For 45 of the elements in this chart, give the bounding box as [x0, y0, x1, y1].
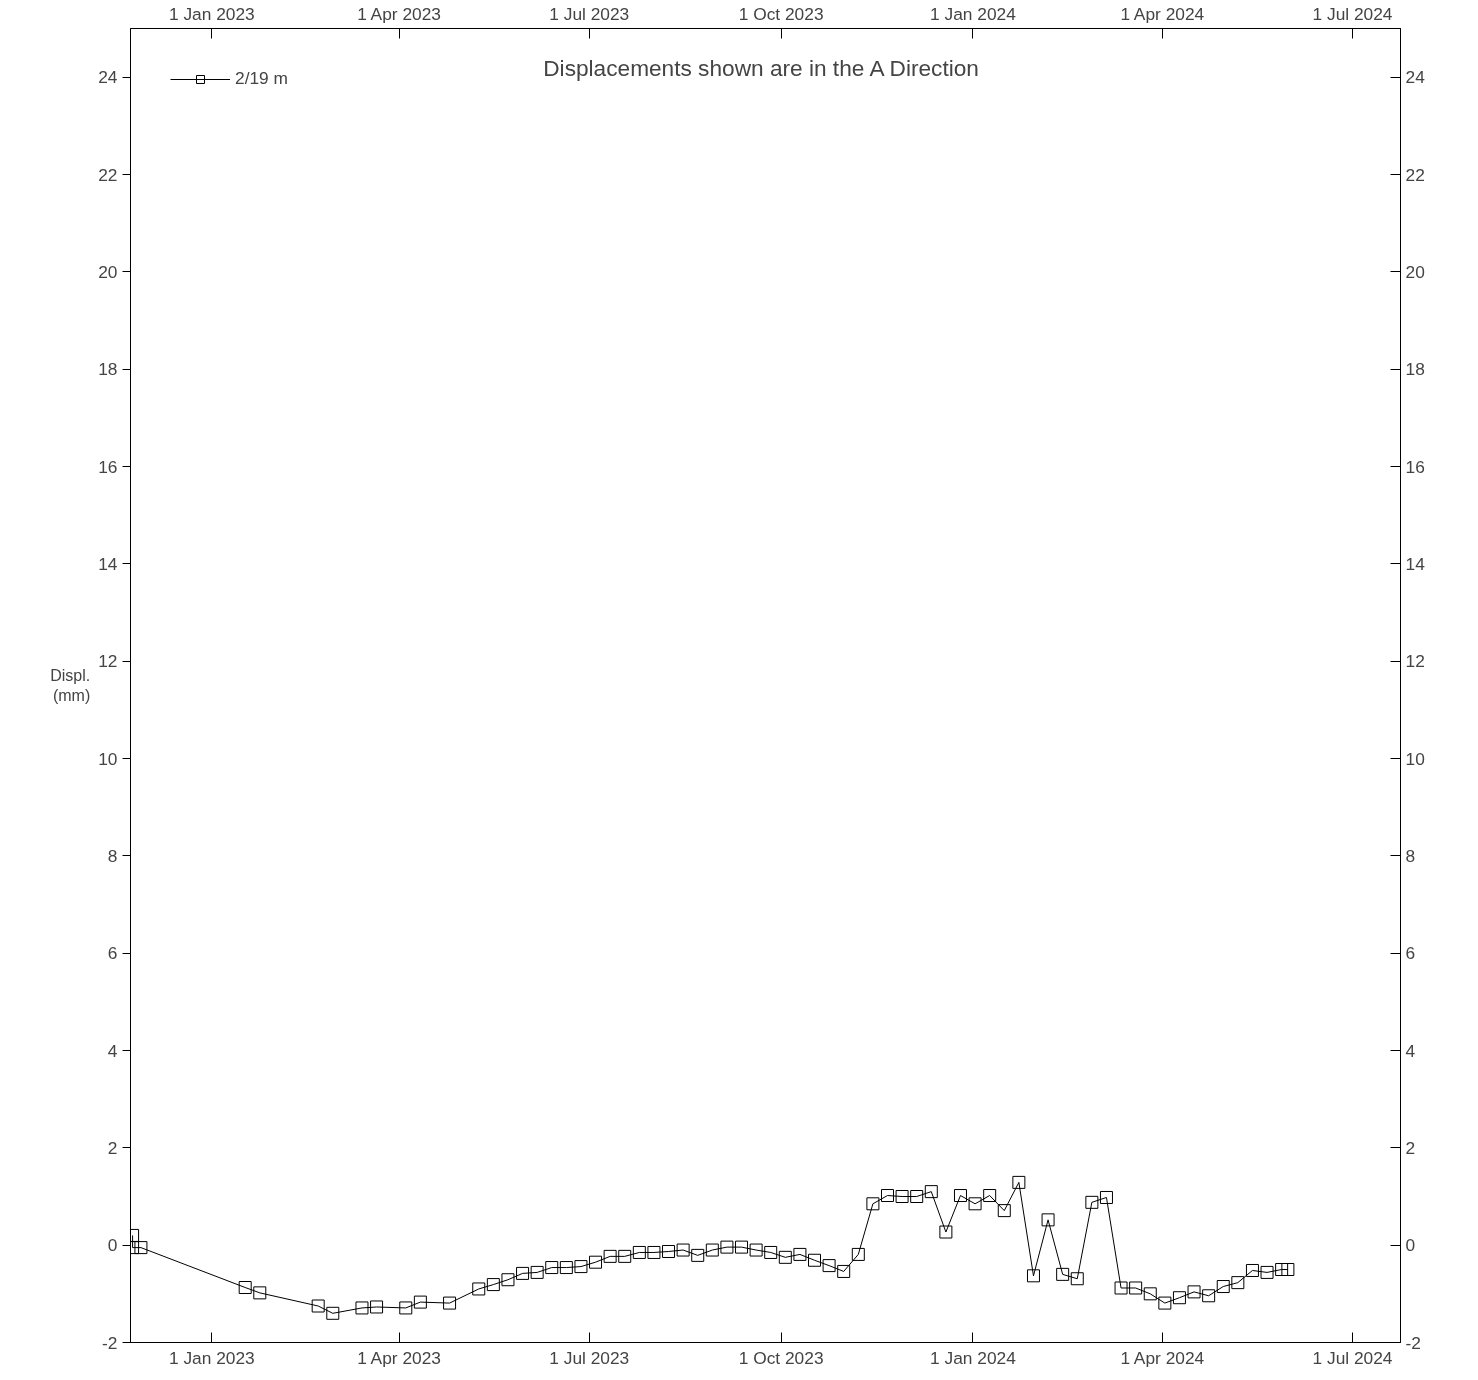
y2-tick-label: 20 [1405, 261, 1425, 282]
y2-tick-label: 2 [1405, 1137, 1416, 1158]
y2-tick-label: -2 [1405, 1332, 1421, 1353]
y-tick-label: 10 [98, 748, 118, 769]
y2-tick-label: 0 [1405, 1235, 1416, 1256]
y2-tick-label: 6 [1405, 943, 1416, 964]
y-tick-label: 14 [98, 553, 118, 574]
x2-tick-label: 1 Jan 2024 [930, 3, 1017, 24]
y-tick-label: 0 [107, 1235, 118, 1256]
x2-tick-label: 1 Apr 2023 [357, 3, 441, 24]
x-tick-label: 1 Apr 2023 [357, 1347, 441, 1368]
x2-tick-label: 1 Jul 2024 [1312, 3, 1393, 24]
y2-tick-label: 12 [1405, 651, 1425, 672]
x-tick-label: 1 Jul 2024 [1312, 1347, 1393, 1368]
x-tick-label: 1 Jan 2024 [930, 1347, 1017, 1368]
y2-tick-label: 4 [1405, 1040, 1416, 1061]
y-tick-label: 16 [98, 456, 118, 477]
text: Displacements shown are in the A Direction [543, 54, 979, 81]
y-tick-label: 8 [107, 845, 118, 866]
y-tick-label: 20 [98, 261, 118, 282]
y2-tick-label: 18 [1405, 359, 1425, 380]
x-tick-label: 1 Jan 2023 [168, 1347, 255, 1368]
x-tick-label: 1 Jul 2023 [549, 1347, 630, 1368]
x2-tick-label: 1 Jul 2023 [549, 3, 630, 24]
y2-tick-label: 16 [1405, 456, 1425, 477]
x-tick-label: 1 Oct 2023 [738, 1347, 824, 1368]
x-tick-label: 1 Apr 2024 [1120, 1347, 1205, 1368]
y-tick-label: 22 [98, 164, 118, 185]
y-axis-title: Displ. (mm) [50, 666, 91, 705]
y-tick-label: 2 [107, 1137, 118, 1158]
y-tick-label: 6 [107, 943, 118, 964]
x2-tick-label: 1 Jan 2023 [168, 3, 255, 24]
x2-tick-label: 1 Apr 2024 [1120, 3, 1205, 24]
x2-tick-label: 1 Oct 2023 [738, 3, 824, 24]
y2-tick-label: 10 [1405, 748, 1425, 769]
y-tick-label: 4 [107, 1040, 118, 1061]
y2-tick-label: 14 [1405, 553, 1426, 574]
legend-label: 2/19 m [235, 68, 288, 89]
y2-tick-label: 8 [1405, 845, 1416, 866]
y2-tick-label: 22 [1405, 164, 1425, 185]
y-tick-label: 24 [98, 67, 118, 88]
y-tick-label: 12 [98, 651, 118, 672]
y2-tick-label: 24 [1405, 67, 1426, 88]
y-tick-label: 18 [98, 359, 118, 380]
y-tick-label: -2 [102, 1332, 118, 1353]
